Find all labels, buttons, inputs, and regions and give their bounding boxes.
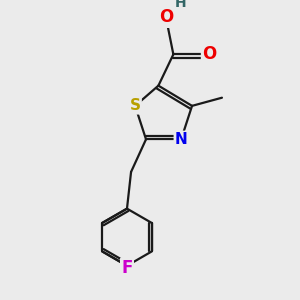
Text: F: F (121, 259, 133, 277)
Text: H: H (174, 0, 186, 10)
Text: N: N (175, 132, 188, 147)
Text: O: O (159, 8, 174, 26)
Text: S: S (130, 98, 141, 113)
Text: O: O (202, 45, 216, 63)
